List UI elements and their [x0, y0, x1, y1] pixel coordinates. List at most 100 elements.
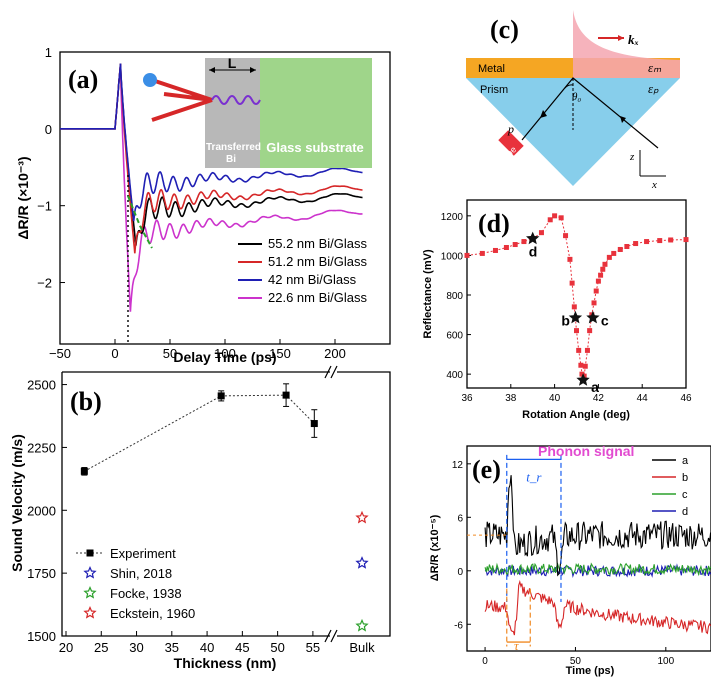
ep-label: εₚ [648, 81, 659, 96]
d-reflectance-point [464, 252, 470, 258]
b-ytick-label: 1500 [27, 629, 56, 644]
d-reflectance-point [576, 347, 582, 353]
detector-icon [143, 73, 157, 87]
e-xtick-label: 50 [570, 656, 582, 667]
d-reflectance-point [558, 215, 564, 221]
e-ytick-label: -6 [454, 620, 463, 631]
d-reflectance-point [602, 261, 608, 267]
panel-a-xlabel: Delay Time (ps) [173, 349, 276, 365]
beam-arrowhead [540, 110, 547, 118]
b-legend-star [83, 585, 97, 599]
a-xtick-label: 150 [269, 346, 291, 361]
d-marker-star [586, 310, 600, 324]
prism [466, 78, 680, 186]
e-legend-entry: d [682, 506, 688, 518]
b-ytick-label: 2500 [27, 378, 56, 393]
e-ytick-label: 6 [457, 513, 463, 524]
e-series-line [484, 562, 711, 577]
d-reflectance-point [563, 233, 569, 239]
d-marker-label: a [591, 379, 599, 395]
metal-label: Metal [478, 63, 505, 75]
panel-a-legend: 55.2 nm Bi/Glass 51.2 nm Bi/Glass 42 nm Bi… [238, 236, 367, 305]
panel-a-inset: L Glass substrate Transferred Bi [143, 55, 372, 168]
b-reference-star [355, 556, 369, 569]
panel-b-axis-break [324, 365, 338, 643]
d-marker-label: c [601, 313, 609, 329]
e-series-line [484, 579, 711, 636]
d-reflectance-point [606, 254, 612, 260]
d-reflectance-point [552, 213, 558, 219]
panel-b: 20 25 30 35 40 45 50 55 1500 1750 2000 2250 2500 (b)… [9, 365, 391, 671]
panel-b-bulk-label: Bulk [349, 640, 375, 655]
b-legend-entry: Eckstein, 1960 [110, 606, 195, 621]
b-experiment-line [84, 394, 315, 472]
d-reflectance-point [584, 347, 590, 353]
laser-beams [151, 78, 213, 122]
panel-d-label: (d) [478, 209, 510, 238]
d-reflectance-point [479, 250, 485, 256]
panel-a-ylabel: ΔR/R (×10⁻³) [15, 156, 31, 239]
d-reflectance-point [574, 328, 579, 334]
kx-label: kₓ [628, 32, 639, 47]
panel-d: 36 38 40 42 44 46 400 600 800 1000 1200 a b c d (d) R… [422, 199, 692, 421]
d-reflectance-line [466, 215, 687, 381]
d-reflectance-point [633, 241, 639, 247]
d-ytick-label: 1200 [441, 212, 464, 223]
a-series-line [60, 63, 363, 222]
a-legend-entry: 22.6 nm Bi/Glass [268, 290, 367, 305]
glass-substrate [260, 58, 372, 168]
probe-label: Probe [494, 144, 518, 168]
d-reflectance-point [521, 239, 527, 245]
e-legend-entry: a [682, 455, 689, 467]
panel-e-label: (e) [472, 455, 501, 484]
panel-b-legend: Experiment Shin, 2018 Focke, 1938 Eckstein,… [76, 546, 195, 621]
b-reference-star [355, 510, 369, 524]
z-label: z [629, 151, 635, 163]
x-label: x [651, 179, 657, 191]
d-reflectance-point [657, 238, 663, 244]
d-reflectance-point [600, 266, 606, 272]
panel-e-axes-frame [466, 445, 711, 652]
d-marker-star [568, 310, 583, 324]
inset-substrate-label: Glass substrate [266, 140, 364, 155]
d-reflectance-point [668, 237, 674, 243]
b-legend-entry: Focke, 1938 [110, 586, 182, 601]
d-reflectance-point [591, 300, 597, 306]
theta-label: θ₀ [572, 91, 581, 103]
b-experiment-point [310, 420, 318, 428]
e-ytick-label: 0 [457, 567, 463, 578]
a-xtick-label: −50 [49, 346, 71, 361]
b-experiment-point [282, 391, 290, 399]
inset-L-label: L [228, 55, 237, 71]
e-ytick-label: 12 [452, 460, 464, 471]
panel-a-label: (a) [68, 65, 98, 94]
d-ytick-label: 400 [446, 370, 463, 381]
b-xtick-label: 25 [94, 640, 108, 655]
d-xtick-label: 44 [637, 393, 649, 404]
b-xtick-label: 20 [59, 640, 73, 655]
phonon-wave-icon [211, 95, 261, 105]
panel-c-label: (c) [490, 15, 519, 44]
b-legend-entry: Shin, 2018 [110, 566, 172, 581]
beam-path [521, 77, 659, 149]
d-reflectance-point [571, 304, 577, 310]
panel-b-ticks: 20 25 30 35 40 45 50 55 1500 1750 2000 2250 2500 [27, 378, 320, 655]
d-xtick-label: 36 [461, 393, 473, 404]
evanescent-field [573, 10, 680, 78]
b-ytick-label: 2000 [27, 503, 56, 518]
b-ytick-label: 1750 [27, 566, 56, 581]
d-reflectance-point [617, 246, 623, 252]
e-xtick-label: 0 [482, 656, 488, 667]
b-experiment-point [80, 467, 88, 475]
panel-d-data: a b c d [464, 213, 689, 395]
b-ytick-label: 2250 [27, 440, 56, 455]
a-ytick-label: −2 [37, 276, 52, 291]
a-xtick-label: 100 [214, 346, 236, 361]
b-xtick-label: 45 [235, 640, 249, 655]
d-reflectance-point [598, 272, 604, 278]
a-legend-entry: 42 nm Bi/Glass [268, 272, 357, 287]
b-legend-star [83, 605, 97, 619]
d-ytick-label: 1000 [441, 251, 464, 262]
